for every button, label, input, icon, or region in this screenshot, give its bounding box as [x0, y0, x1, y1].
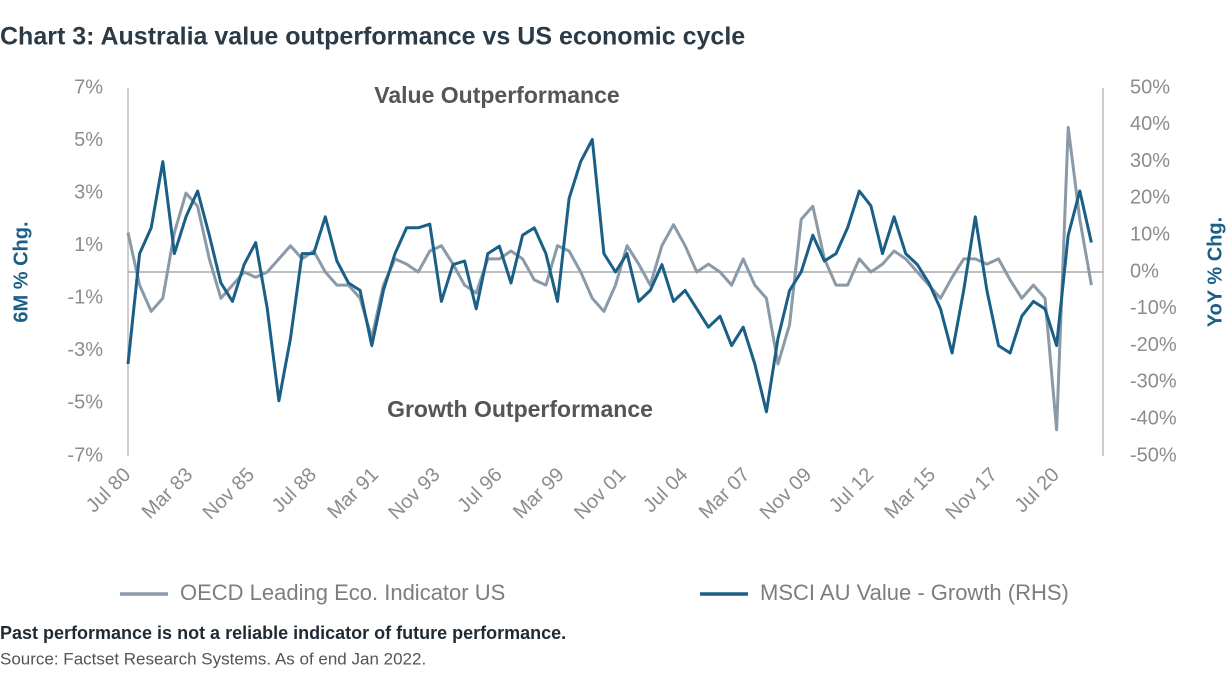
- y-tick-label: 7%: [74, 76, 103, 98]
- y2-tick-label: 40%: [1130, 113, 1170, 135]
- y2-tick-label: -40%: [1130, 407, 1177, 429]
- legend-label: MSCI AU Value - Growth (RHS): [760, 580, 1069, 605]
- y-axis-label: 6M % Chg.: [10, 221, 32, 322]
- y2-axis-label: YoY % Chg.: [1204, 217, 1226, 327]
- x-tick-label: Nov 01: [570, 464, 630, 524]
- series-line: [126, 138, 1093, 414]
- y2-tick-label: -20%: [1130, 334, 1177, 356]
- y2-tick-label: 50%: [1130, 76, 1170, 98]
- y-tick-label: 5%: [74, 129, 103, 151]
- y2-tick-label: 20%: [1130, 187, 1170, 209]
- x-tick-label: Nov 09: [756, 464, 816, 524]
- x-tick-label: Nov 85: [199, 464, 259, 524]
- y-tick-label: 1%: [74, 234, 103, 256]
- annotation: Growth Outperformance: [387, 396, 653, 422]
- x-tick-label: Nov 17: [941, 464, 1001, 524]
- x-tick-label: Nov 93: [384, 464, 444, 524]
- y2-tick-label: -10%: [1130, 297, 1177, 319]
- x-tick-label: Jul 96: [453, 464, 506, 517]
- y2-tick-label: 30%: [1130, 150, 1170, 172]
- x-tick-label: Mar 83: [138, 464, 198, 524]
- x-tick-label: Jul 88: [268, 464, 321, 517]
- y2-tick-label: 10%: [1130, 223, 1170, 245]
- x-tick-label: Mar 99: [509, 464, 569, 524]
- y2-tick-label: 0%: [1130, 260, 1159, 282]
- y-tick-label: -3%: [67, 339, 103, 361]
- y-tick-label: -1%: [67, 287, 103, 309]
- y-tick-label: -5%: [67, 392, 103, 414]
- y-tick-label: -7%: [67, 444, 103, 466]
- legend-label: OECD Leading Eco. Indicator US: [180, 580, 505, 605]
- x-tick-label: Mar 91: [323, 464, 383, 524]
- x-tick-label: Mar 15: [881, 464, 941, 524]
- y2-tick-label: -50%: [1130, 444, 1177, 466]
- x-tick-label: Mar 07: [695, 464, 755, 524]
- source: Source: Factset Research Systems. As of …: [0, 649, 426, 668]
- y-tick-label: 3%: [74, 181, 103, 203]
- series-line: [126, 125, 1093, 432]
- disclaimer: Past performance is not a reliable indic…: [0, 623, 566, 643]
- x-tick-label: Jul 20: [1011, 464, 1064, 517]
- x-tick-label: Jul 12: [825, 464, 878, 517]
- x-tick-label: Jul 80: [82, 464, 135, 517]
- y2-tick-label: -30%: [1130, 371, 1177, 393]
- x-tick-label: Jul 04: [639, 464, 692, 517]
- annotation: Value Outperformance: [374, 82, 619, 108]
- chart-title: Chart 3: Australia value outperformance …: [0, 23, 745, 51]
